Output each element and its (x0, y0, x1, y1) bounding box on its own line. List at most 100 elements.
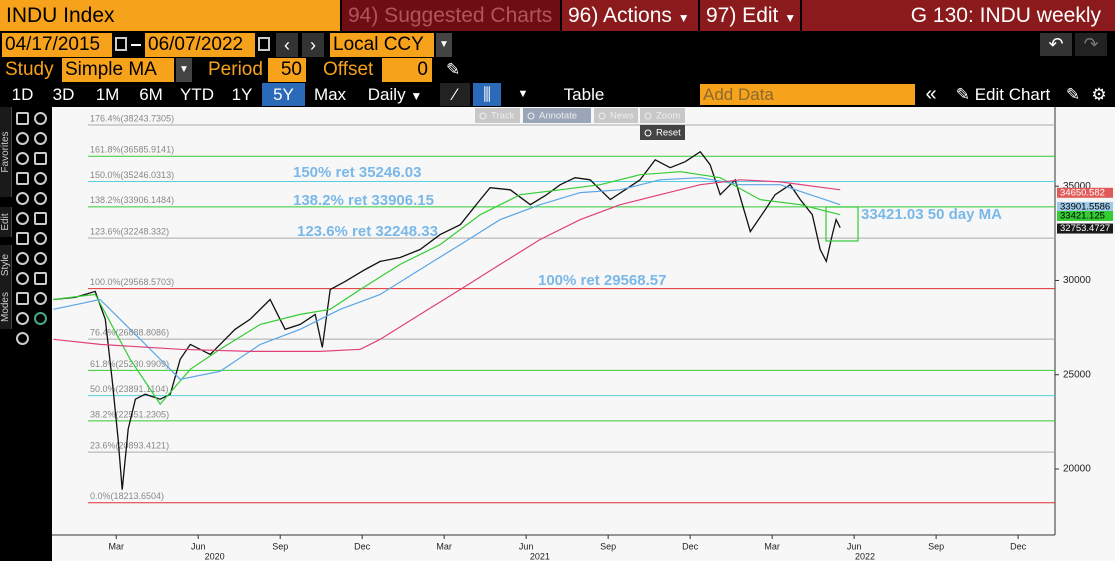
tool-icon[interactable] (16, 232, 29, 245)
period-field[interactable]: 50 (268, 58, 306, 82)
price-tag-label: 32753.4727 (1060, 223, 1110, 234)
chart-tool-button[interactable]: Reset (640, 125, 685, 140)
pen-icon[interactable]: ✎ (446, 60, 461, 79)
prev-button[interactable]: ‹ (276, 33, 298, 57)
next-button[interactable]: › (302, 33, 324, 57)
tool-icon[interactable] (16, 192, 29, 205)
moving-average-line (53, 177, 841, 380)
period-button[interactable]: YTD (180, 85, 214, 104)
dropdown-icon: ▼ (410, 89, 423, 103)
ma-highlight-box (825, 206, 859, 242)
period-button[interactable]: 1Y (231, 85, 253, 104)
tool-icon[interactable] (34, 112, 47, 125)
fib-label: 0.0%(18213.6504) (90, 491, 164, 501)
side-tab[interactable]: Edit (0, 207, 12, 237)
tool-icon[interactable] (34, 172, 47, 185)
start-date[interactable]: 04/17/2015 (2, 33, 112, 57)
edit-chart-button[interactable]: ✎ Edit Chart (948, 83, 1058, 106)
bar-style-button[interactable]: ⫼ (473, 83, 501, 106)
table-button[interactable]: Table (563, 85, 605, 104)
suggested-charts[interactable]: 94) Suggested Charts (342, 0, 560, 31)
end-date[interactable]: 06/07/2022 (145, 33, 255, 57)
tools-icon[interactable]: ✎ (1065, 85, 1081, 104)
tool-icon[interactable] (34, 292, 47, 305)
actions-label: 96) Actions (568, 4, 672, 27)
side-toolbar: Favorites Edit Style Modes (0, 107, 52, 561)
side-tab[interactable]: Modes (0, 285, 12, 329)
tool-icon[interactable] (34, 252, 47, 265)
edit-chart-label: Edit Chart (974, 85, 1051, 104)
collapse-button[interactable]: « (925, 83, 937, 105)
chart-title: G 130: INDU weekly (802, 0, 1115, 31)
tool-icon[interactable] (16, 172, 29, 185)
tool-icon[interactable] (34, 192, 47, 205)
period-button[interactable]: Max (313, 85, 347, 104)
calendar-icon[interactable] (258, 37, 270, 51)
line-style-button[interactable]: ⁄ (440, 83, 470, 106)
chart-tool-button[interactable]: News (594, 108, 638, 123)
x-tick-label: Dec (1010, 541, 1027, 551)
tool-icon[interactable] (16, 292, 29, 305)
tool-icon[interactable] (34, 232, 47, 245)
chart-tool-icon (644, 112, 652, 120)
actions-menu[interactable]: 96) Actions ▼ (562, 0, 698, 31)
tool-icon[interactable] (34, 212, 47, 225)
tool-icon[interactable] (34, 312, 47, 325)
y-tick-label: 35000 (1063, 181, 1091, 192)
chart-tool-button[interactable]: Zoom (640, 108, 685, 123)
period-button[interactable]: 1M (95, 85, 120, 104)
chart-tool-button[interactable]: Annotate (523, 108, 591, 123)
calendar-icon[interactable] (115, 37, 127, 51)
tool-icon[interactable] (16, 132, 29, 145)
fib-label: 23.6%(20893.4121) (90, 441, 169, 451)
frequency-button[interactable]: Daily ▼ (355, 83, 435, 106)
chart-tool-label: News (610, 111, 634, 122)
chart-tool-button[interactable]: Track (475, 108, 520, 123)
tool-icon[interactable] (16, 252, 29, 265)
settings-icon[interactable]: ⚙ (1091, 85, 1107, 104)
tool-icon[interactable] (16, 312, 29, 325)
chart-tool-icon (527, 112, 535, 120)
fib-label: 176.4%(38243.7305) (90, 113, 174, 123)
tool-icon[interactable] (34, 132, 47, 145)
side-tab[interactable]: Style (0, 245, 12, 285)
y-tick-label: 20000 (1063, 464, 1091, 475)
y-tick-label: 25000 (1063, 369, 1091, 380)
offset-field[interactable]: 0 (382, 58, 432, 82)
price-tag (1057, 223, 1113, 234)
fib-label: 76.4%(26888.8086) (90, 327, 169, 337)
study-field[interactable]: Simple MA (62, 58, 174, 82)
period-button[interactable]: 6M (139, 85, 163, 104)
x-tick-label: Mar (764, 541, 780, 551)
undo-button[interactable]: ↶ (1040, 33, 1072, 56)
security-field[interactable]: INDU Index (0, 0, 340, 31)
x-tick-label: Dec (354, 541, 371, 551)
dropdown-icon[interactable]: ▼ (176, 58, 192, 82)
tool-icon[interactable] (16, 212, 29, 225)
period-button[interactable]: 3D (52, 85, 75, 104)
dropdown-icon[interactable]: ▼ (517, 88, 529, 100)
chart-tool-bg (475, 108, 520, 123)
tool-icon[interactable] (34, 272, 47, 285)
chart: 0.0%(18213.6504) 23.6%(20893.4121) 38.2%(2… (52, 107, 1115, 561)
tool-icon[interactable] (34, 152, 47, 165)
period-button[interactable]: 5Y (262, 83, 305, 106)
tool-icon[interactable] (16, 112, 29, 125)
tool-icon[interactable] (16, 272, 29, 285)
edit-menu[interactable]: 97) Edit ▼ (700, 0, 800, 31)
chart-tool-bg (594, 108, 638, 123)
add-data-field[interactable]: Add Data (700, 84, 915, 105)
chart-tool-icon (644, 129, 652, 137)
redo-button[interactable]: ↷ (1075, 33, 1107, 56)
fib-label: 100.0%(29568.5703) (90, 277, 174, 287)
x-tick-label: Sep (928, 541, 944, 551)
tool-icon[interactable] (16, 152, 29, 165)
edit-label: 97) Edit (706, 4, 779, 27)
period-button[interactable]: 1D (11, 85, 34, 104)
price-line (53, 150, 841, 490)
x-tick-label: Sep (600, 541, 616, 551)
dropdown-icon[interactable]: ▼ (436, 33, 452, 57)
side-tab[interactable]: Favorites (0, 107, 12, 197)
currency-field[interactable]: Local CCY (330, 33, 434, 57)
tool-icon[interactable] (16, 332, 29, 345)
